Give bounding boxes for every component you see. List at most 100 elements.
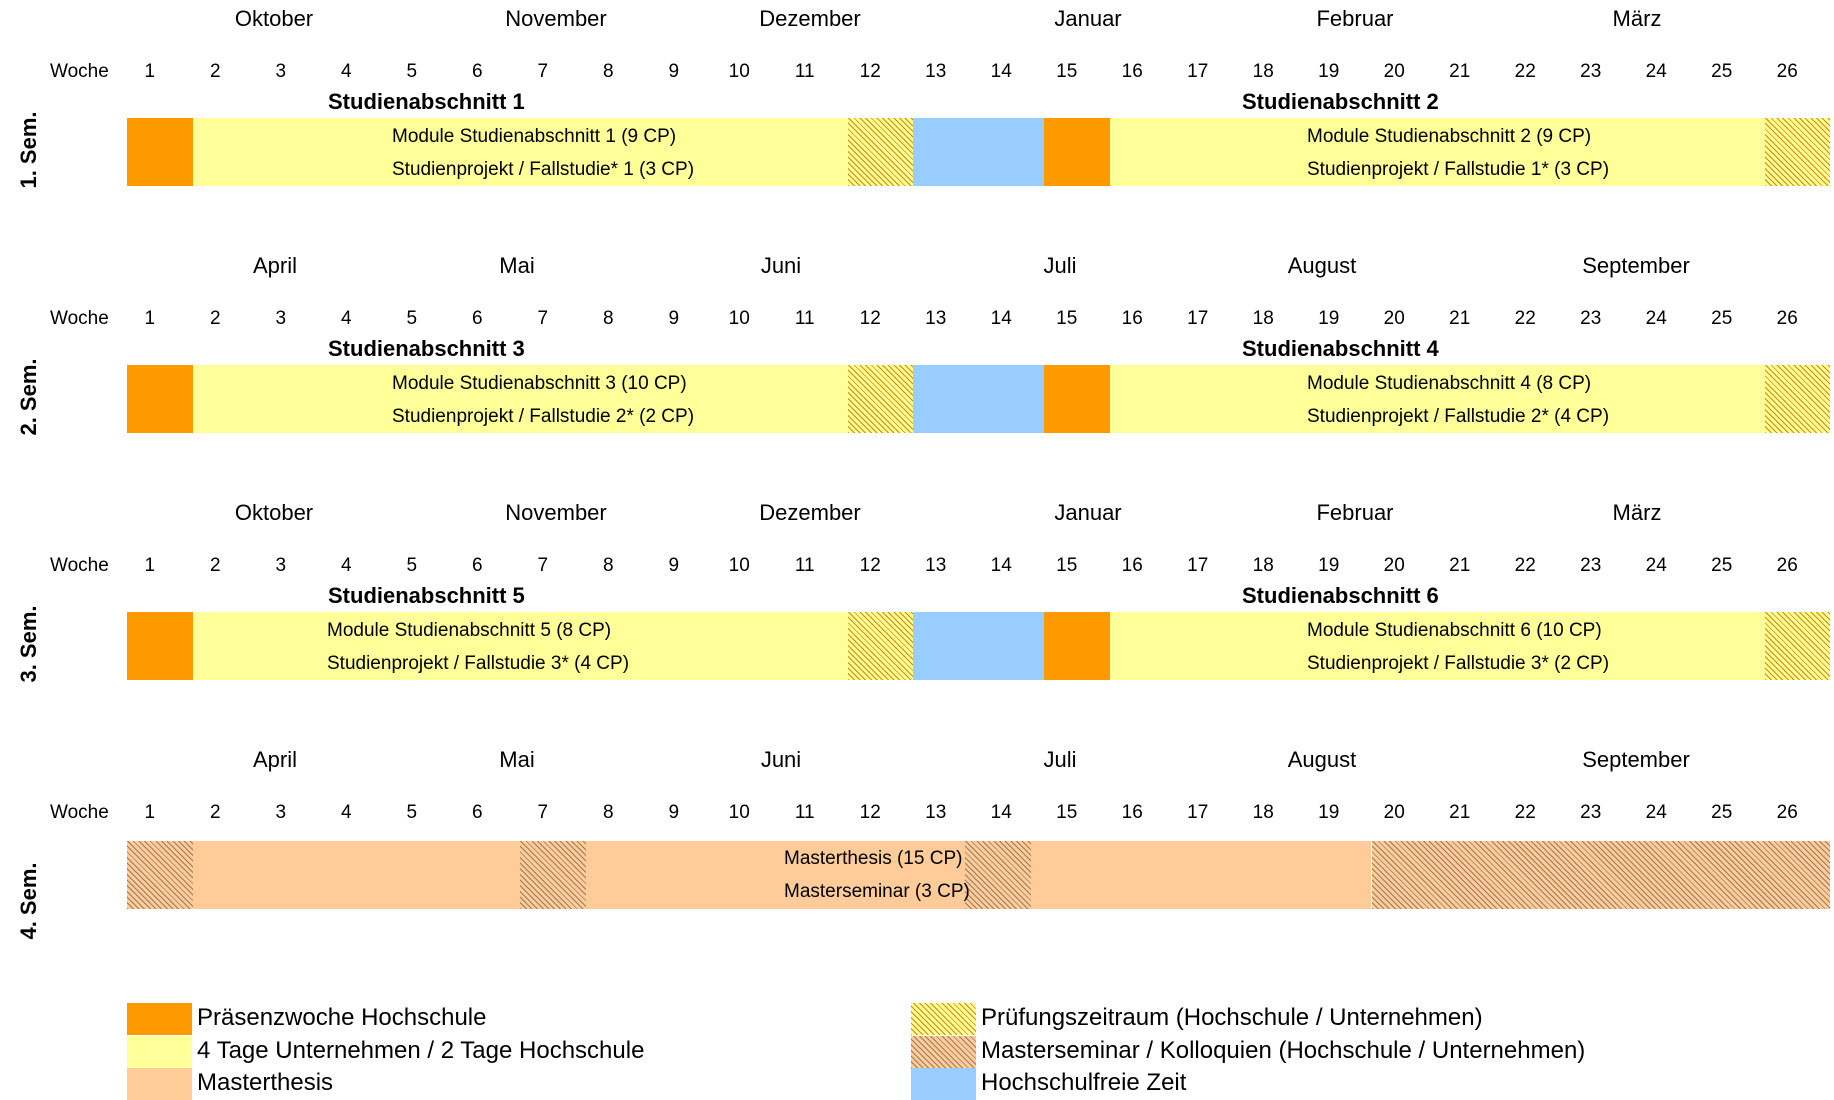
praesenz-week-block <box>127 612 193 680</box>
month-label: März <box>1612 500 1662 525</box>
week-number: 1 <box>144 61 156 82</box>
week-number: 23 <box>1580 555 1602 576</box>
praesenz-week-block <box>127 365 193 433</box>
week-number: 25 <box>1711 555 1733 576</box>
section-title: Studienabschnitt 6 <box>1242 583 1439 608</box>
week-number: 22 <box>1514 308 1536 329</box>
legend-swatch <box>127 1068 192 1100</box>
week-number: 24 <box>1645 61 1667 82</box>
company-weeks-block <box>1109 365 1765 433</box>
section-modules-text: Module Studienabschnitt 3 (10 CP) <box>392 373 687 394</box>
week-number: 17 <box>1187 308 1209 329</box>
week-number: 25 <box>1711 802 1733 823</box>
section-title: Studienabschnitt 4 <box>1242 336 1439 361</box>
week-number: 5 <box>406 802 418 823</box>
week-number: 2 <box>209 802 221 823</box>
week-number: 24 <box>1645 802 1667 823</box>
week-number: 6 <box>471 61 483 82</box>
week-number: 19 <box>1318 308 1340 329</box>
semester-label: 4. Sem. <box>16 862 41 940</box>
thesis-block <box>192 841 520 909</box>
week-number: 20 <box>1383 555 1405 576</box>
week-number: 20 <box>1383 802 1405 823</box>
month-label: Februar <box>1316 500 1394 525</box>
week-number: 4 <box>340 308 352 329</box>
exam-period-block <box>847 365 913 433</box>
week-number: 5 <box>406 555 418 576</box>
seminar-block <box>965 841 1031 909</box>
week-number: 24 <box>1645 308 1667 329</box>
section-modules-text: Module Studienabschnitt 6 (10 CP) <box>1307 620 1602 641</box>
exam-period-block <box>847 118 913 186</box>
month-label: April <box>252 747 298 772</box>
legend-swatch <box>911 1003 976 1035</box>
semester-label: 3. Sem. <box>16 605 41 683</box>
section-project-text: Studienprojekt / Fallstudie 3* (2 CP) <box>1307 653 1610 674</box>
section-project-text: Studienprojekt / Fallstudie* 1 (3 CP) <box>392 159 695 180</box>
week-number: 17 <box>1187 555 1209 576</box>
week-number: 3 <box>275 61 287 82</box>
week-number: 16 <box>1121 61 1143 82</box>
week-label: Woche <box>50 555 109 576</box>
week-number: 18 <box>1252 308 1274 329</box>
week-number: 12 <box>859 555 881 576</box>
month-label: November <box>505 6 607 31</box>
legend-label: Masterthesis <box>197 1069 334 1096</box>
week-number: 23 <box>1580 308 1602 329</box>
week-number: 10 <box>728 802 750 823</box>
week-number: 3 <box>275 802 287 823</box>
exam-period-block <box>847 612 913 680</box>
month-label: März <box>1612 6 1662 31</box>
seminar-block <box>127 841 193 909</box>
week-number: 2 <box>209 308 221 329</box>
week-number: 21 <box>1449 555 1471 576</box>
week-number: 22 <box>1514 61 1536 82</box>
week-number: 11 <box>794 308 815 329</box>
week-number: 14 <box>990 61 1012 82</box>
week-number: 9 <box>668 802 680 823</box>
month-label: August <box>1287 253 1357 278</box>
week-number: 11 <box>794 802 815 823</box>
seminar-block <box>1371 841 1830 909</box>
week-number: 20 <box>1383 308 1405 329</box>
week-number: 15 <box>1056 555 1078 576</box>
week-number: 12 <box>859 308 881 329</box>
semester-label: 2. Sem. <box>16 358 41 436</box>
week-number: 19 <box>1318 61 1340 82</box>
week-number: 7 <box>537 802 549 823</box>
month-label: Januar <box>1054 500 1122 525</box>
praesenz-week-block <box>1044 612 1110 680</box>
section-project-text: Studienprojekt / Fallstudie 1* (3 CP) <box>1307 159 1610 180</box>
week-number: 26 <box>1776 308 1798 329</box>
company-weeks-block <box>192 612 848 680</box>
legend-swatch <box>911 1036 976 1068</box>
company-weeks-block <box>1109 118 1765 186</box>
week-number: 23 <box>1580 61 1602 82</box>
month-label: Dezember <box>759 500 861 525</box>
week-number: 9 <box>668 308 680 329</box>
month-label: Oktober <box>234 500 314 525</box>
month-label: September <box>1582 253 1690 278</box>
week-number: 18 <box>1252 555 1274 576</box>
week-number: 6 <box>471 308 483 329</box>
company-weeks-block <box>192 365 848 433</box>
legend-label: Hochschulfreie Zeit <box>981 1069 1187 1096</box>
month-label: August <box>1287 747 1357 772</box>
week-number: 12 <box>859 802 881 823</box>
week-number: 4 <box>340 555 352 576</box>
week-number: 13 <box>925 61 947 82</box>
week-number: 20 <box>1383 61 1405 82</box>
section-modules-text: Module Studienabschnitt 2 (9 CP) <box>1307 126 1592 147</box>
legend-label: Prüfungszeitraum (Hochschule / Unternehm… <box>981 1004 1483 1031</box>
month-label: Januar <box>1054 6 1122 31</box>
week-number: 26 <box>1776 802 1798 823</box>
week-number: 26 <box>1776 61 1798 82</box>
week-number: 11 <box>794 61 815 82</box>
week-number: 5 <box>406 308 418 329</box>
month-label: Mai <box>499 253 535 278</box>
week-number: 2 <box>209 555 221 576</box>
free-time-block <box>913 365 1044 433</box>
legend-swatch <box>127 1036 192 1068</box>
week-number: 6 <box>471 802 483 823</box>
week-number: 23 <box>1580 802 1602 823</box>
